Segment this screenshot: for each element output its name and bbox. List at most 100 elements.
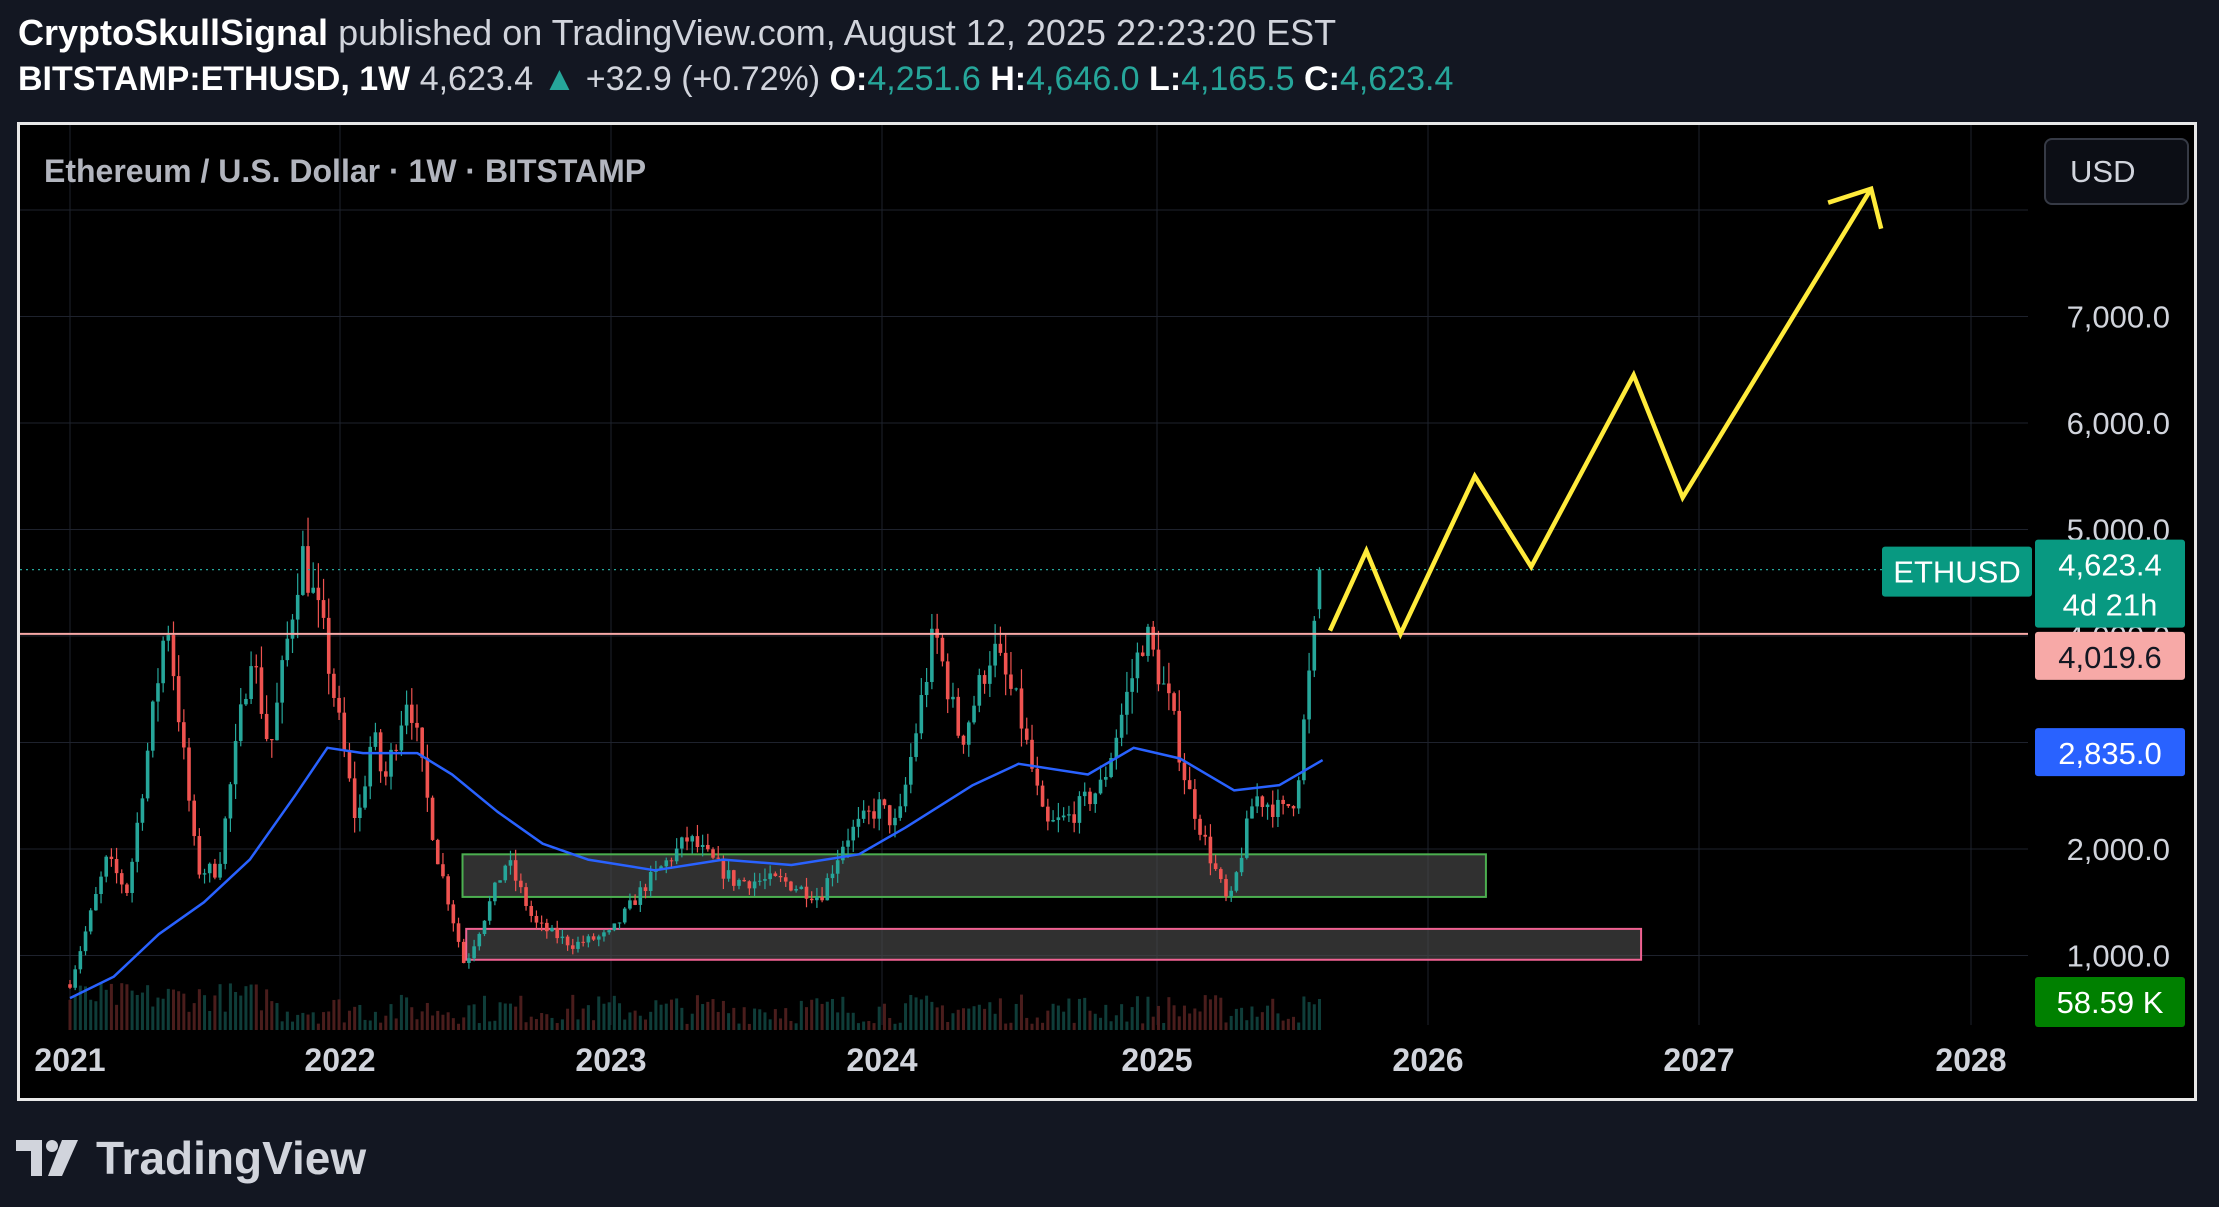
volume-bar — [732, 1007, 736, 1030]
volume-bar — [223, 1011, 227, 1030]
candle-body — [1098, 779, 1103, 794]
volume-bar — [727, 1013, 731, 1030]
price-tag-ethusd — [1882, 546, 2032, 597]
candle-body — [565, 936, 570, 946]
candle-body — [384, 771, 388, 777]
candle-body — [1208, 836, 1213, 864]
volume-bar — [680, 1007, 684, 1030]
candle-body — [534, 915, 539, 923]
candle-body — [1302, 719, 1306, 781]
candle-body — [104, 856, 109, 877]
candle-body — [1077, 796, 1082, 823]
volume-bar — [177, 991, 181, 1030]
volume-bar — [431, 1015, 435, 1030]
volume-bar — [353, 1006, 357, 1030]
candle-body — [140, 798, 145, 823]
candle-body — [1135, 652, 1140, 679]
candle-body — [940, 637, 945, 662]
candle-body — [591, 936, 596, 940]
volume-bar — [234, 991, 238, 1030]
volume-bar — [493, 1020, 497, 1030]
candle-body — [218, 863, 222, 878]
volume-bar — [701, 1004, 705, 1030]
x-tick-label: 2025 — [1121, 1042, 1192, 1078]
volume-bar — [1062, 1011, 1066, 1030]
author-name[interactable]: CryptoSkullSignal — [18, 12, 329, 53]
candle-body — [664, 860, 669, 867]
volume-bar — [68, 999, 72, 1030]
candle-body — [799, 886, 804, 889]
x-tick-label: 2026 — [1392, 1042, 1463, 1078]
volume-bar — [597, 996, 601, 1030]
candle-body — [982, 675, 987, 684]
volume-bar — [78, 985, 82, 1030]
tradingview-logo[interactable]: TradingView — [16, 1131, 366, 1185]
volume-bar — [618, 1003, 622, 1030]
candle-body — [1030, 739, 1034, 769]
volume-bar — [925, 995, 929, 1030]
candle-body — [804, 886, 809, 899]
symbol-label[interactable]: BITSTAMP:ETHUSD, 1W — [18, 60, 411, 98]
volume-bar — [967, 1008, 971, 1030]
candle-body — [342, 712, 347, 751]
volume-bar — [654, 1000, 658, 1030]
candle-body — [363, 786, 367, 808]
candle-body — [966, 722, 971, 745]
candle-body — [612, 923, 617, 931]
candle-body — [1125, 691, 1129, 715]
volume-bar — [841, 996, 845, 1030]
volume-bar — [519, 995, 523, 1030]
volume-bar — [208, 1010, 212, 1030]
volume-bar — [94, 1001, 98, 1030]
candle-body — [373, 732, 378, 747]
candle-body — [78, 951, 83, 970]
volume-bar — [962, 1008, 966, 1030]
volume-bar — [1125, 1021, 1129, 1030]
volume-bar — [1099, 1017, 1103, 1030]
volume-bar — [120, 983, 124, 1030]
candle-body — [368, 746, 373, 787]
candle-body — [919, 695, 924, 734]
volume-bar — [846, 1012, 850, 1030]
candle-body — [560, 936, 565, 939]
volume-bar — [914, 997, 918, 1030]
volume-bar — [1046, 1010, 1050, 1030]
currency-button[interactable]: USD — [2044, 138, 2189, 205]
price-tag-text-volume: 58.59 K — [2057, 985, 2164, 1020]
candle-body — [513, 860, 518, 881]
volume-bar — [1120, 1004, 1124, 1030]
volume-bar — [316, 1023, 320, 1030]
volume-bar — [799, 1000, 803, 1030]
volume-bar — [1056, 1005, 1060, 1030]
chart-frame[interactable]: 2021 2022 2023 2024 2025 2026 2027 2028 1,000.0 2… — [17, 122, 2197, 1101]
volume-bar — [545, 1014, 549, 1030]
volume-bar — [1188, 1013, 1192, 1030]
volume-bar — [946, 1021, 950, 1030]
indicator-lines — [20, 569, 2028, 1000]
candle-body — [825, 878, 830, 901]
chart-legend-title[interactable]: Ethereum / U.S. Dollar · 1W · BITSTAMP — [44, 153, 647, 189]
volume-bar — [146, 985, 150, 1030]
volume-bar — [166, 988, 170, 1030]
candle-body — [1167, 683, 1171, 694]
candle-body — [545, 922, 549, 932]
volume-bar — [685, 1023, 689, 1030]
candle-body — [690, 836, 695, 842]
candle-body — [930, 628, 934, 682]
chart-canvas[interactable]: 2021 2022 2023 2024 2025 2026 2027 2028 1,000.0 2… — [20, 125, 2194, 1098]
candle-body — [1255, 796, 1259, 807]
volume-bar — [893, 1023, 897, 1030]
candle-body — [394, 749, 399, 751]
candle-body — [659, 866, 663, 870]
candle-body — [638, 887, 643, 905]
volume-bar — [399, 994, 403, 1030]
volume-bar — [482, 995, 486, 1030]
candle-body — [213, 863, 217, 878]
candle-body — [161, 640, 165, 684]
candle-body — [893, 817, 897, 826]
candle-body — [290, 619, 295, 639]
candle-body — [99, 876, 103, 895]
candle-body — [461, 941, 466, 963]
candle-body — [171, 635, 176, 677]
volume-bar — [337, 999, 341, 1030]
